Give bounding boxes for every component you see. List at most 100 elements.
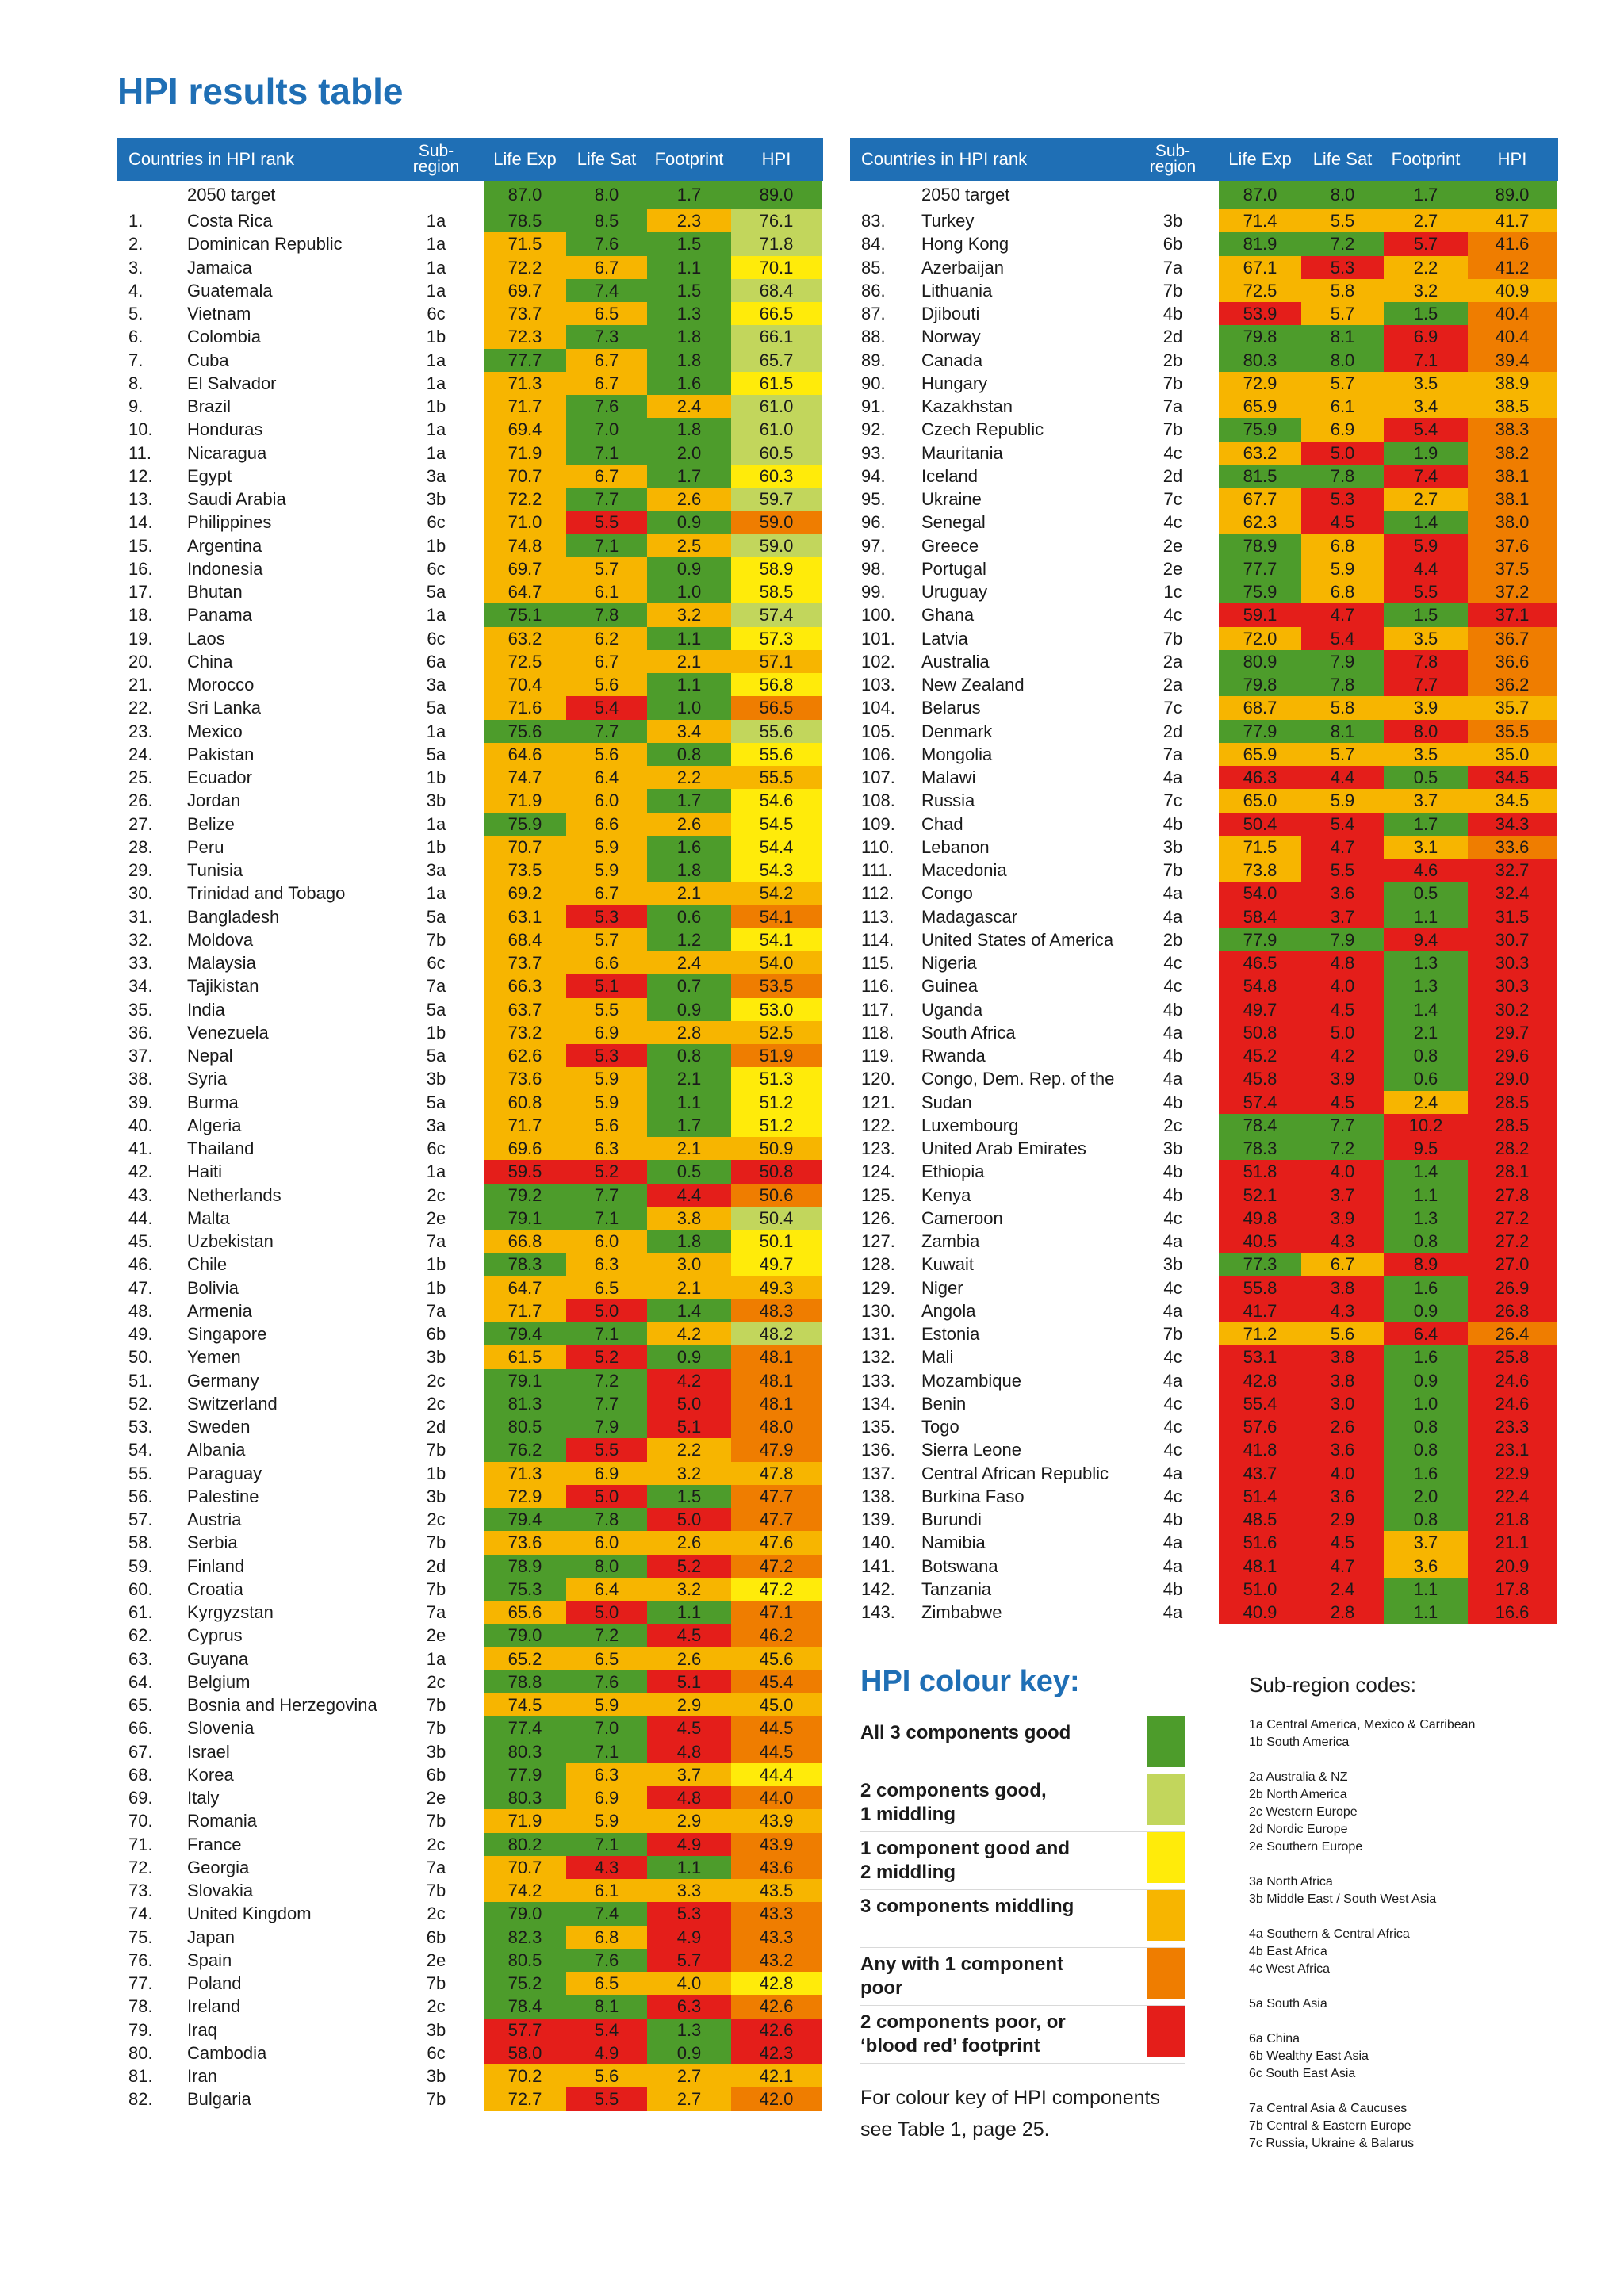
life-exp-cell: 79.4: [484, 1322, 566, 1346]
table-row: 109. Chad 4b 50.4 5.4 1.7 34.3: [850, 812, 1558, 836]
subregion-code: 7a: [426, 1602, 446, 1622]
country-name: Kyrgyzstan: [187, 1602, 274, 1622]
country-name: Poland: [187, 1973, 242, 1993]
country-name: Nigeria: [921, 953, 977, 973]
rank: 64.: [128, 1671, 153, 1692]
life-exp-cell: 42.8: [1219, 1368, 1301, 1392]
footprint-cell: 0.9: [647, 511, 731, 534]
subregion-code: 4c: [1163, 605, 1182, 626]
table-row: 62. Cyprus 2e 79.0 7.2 4.5 46.2: [117, 1624, 823, 1647]
subregion-code: 1b: [426, 1022, 446, 1043]
life-exp-cell: 58.4: [1219, 905, 1301, 928]
country-name: Guyana: [187, 1648, 249, 1669]
rank: 60.: [128, 1578, 153, 1599]
rank: 33.: [128, 953, 153, 973]
table-row: 73. Slovakia 7b 74.2 6.1 3.3 43.5: [117, 1879, 823, 1903]
life-sat-cell: 6.0: [566, 789, 647, 813]
life-sat-cell: 6.1: [1301, 395, 1384, 419]
life-exp-cell: 59.5: [484, 1160, 566, 1184]
subregion-group: 5a South Asia: [1249, 1996, 1582, 2013]
life-exp-cell: 75.9: [1219, 580, 1301, 604]
life-sat-cell: 6.7: [566, 464, 647, 488]
country-name: Bosnia and Herzegovina: [187, 1695, 377, 1715]
rank: 122.: [861, 1115, 895, 1135]
country-name: South Africa: [921, 1022, 1016, 1043]
country-name: Estonia: [921, 1324, 980, 1344]
rank: 9.: [128, 396, 144, 416]
table-row: 113. Madagascar 4a 58.4 3.7 1.1 31.5: [850, 905, 1558, 928]
hpi-cell: 61.0: [731, 418, 822, 442]
country-name: Hong Kong: [921, 234, 1009, 254]
hpi-cell: 42.0: [731, 2087, 822, 2111]
country-name: Tunisia: [187, 860, 243, 880]
life-sat-cell: 4.0: [1301, 1160, 1384, 1184]
life-exp-cell: 64.6: [484, 742, 566, 766]
table-row: 74. United Kingdom 2c 79.0 7.4 5.3 43.3: [117, 1902, 823, 1926]
life-exp-cell: 40.5: [1219, 1230, 1301, 1253]
life-sat-cell: 3.8: [1301, 1368, 1384, 1392]
table-row: 5. Vietnam 6c 73.7 6.5 1.3 66.5: [117, 302, 823, 326]
life-sat-cell: 3.0: [1301, 1391, 1384, 1415]
life-exp-cell: 77.7: [1219, 557, 1301, 580]
life-exp-cell: 80.9: [1219, 649, 1301, 673]
footprint-cell: 9.5: [1384, 1137, 1468, 1161]
life-exp-cell: 51.4: [1219, 1484, 1301, 1508]
rank: 18.: [128, 605, 153, 626]
country-name: Macedonia: [921, 860, 1007, 880]
colour-key-label: 1 component good and 2 middling: [860, 1837, 1130, 1885]
country-name: Peru: [187, 836, 224, 857]
life-exp-cell: 73.7: [484, 302, 566, 326]
life-sat-cell: 6.1: [566, 580, 647, 604]
hpi-cell: 23.1: [1468, 1438, 1557, 1462]
rank: 107.: [861, 767, 895, 787]
subregion-code: 2d: [426, 1556, 446, 1576]
footprint-cell: 4.9: [647, 1832, 731, 1856]
table-row: 117. Uganda 4b 49.7 4.5 1.4 30.2: [850, 997, 1558, 1021]
hpi-cell: 47.8: [731, 1461, 822, 1485]
country-name: Slovakia: [187, 1881, 254, 1900]
table-row: 125. Kenya 4b 52.1 3.7 1.1 27.8: [850, 1183, 1558, 1207]
life-exp-cell: 48.1: [1219, 1554, 1301, 1578]
hpi-cell: 58.9: [731, 557, 822, 580]
subregion-item: 2e Southern Europe: [1249, 1840, 1363, 1854]
rank: 128.: [861, 1254, 895, 1275]
country-name: Algeria: [187, 1115, 242, 1135]
rank: 91.: [861, 396, 886, 416]
life-exp-cell: 71.3: [484, 1461, 566, 1485]
subregion-code: 1b: [426, 1463, 446, 1483]
country-name: Czech Republic: [921, 419, 1044, 440]
colour-key-item: 2 components good, 1 middling: [860, 1774, 1185, 1832]
hpi-cell: 46.2: [731, 1624, 822, 1647]
hpi-cell: 30.7: [1468, 928, 1557, 951]
footprint-cell: 3.2: [647, 1461, 731, 1485]
table-row: 86. Lithuania 7b 72.5 5.8 3.2 40.9: [850, 278, 1558, 302]
life-exp-cell: 51.0: [1219, 1577, 1301, 1601]
country-name: India: [187, 999, 225, 1020]
country-name: Sudan: [921, 1092, 972, 1112]
life-exp-cell: 61.5: [484, 1345, 566, 1369]
rank: 112.: [861, 883, 894, 904]
life-exp-cell: 78.4: [484, 1995, 566, 2019]
hpi-cell: 38.3: [1468, 418, 1557, 442]
country-name: Cambodia: [187, 2042, 267, 2063]
country-name: Kenya: [921, 1184, 971, 1205]
subregion-code: 3b: [1162, 1138, 1183, 1158]
life-exp-cell: 71.9: [484, 441, 566, 465]
life-exp-cell: 65.2: [484, 1647, 566, 1670]
footprint-cell: 3.2: [647, 1577, 731, 1601]
subregion-code: 4c: [1163, 442, 1182, 463]
footprint-cell: 2.3: [647, 209, 731, 233]
rank: 130.: [861, 1300, 895, 1321]
rank: 34.: [128, 976, 153, 997]
rank: 67.: [128, 1741, 153, 1762]
life-sat-cell: 5.6: [566, 742, 647, 766]
hpi-cell: 29.0: [1468, 1067, 1557, 1091]
subregion-code: 6c: [427, 1138, 446, 1158]
colour-key-swatch: [1147, 1774, 1185, 1825]
colour-key-label-line2: 1 middling: [860, 1804, 956, 1825]
footprint-cell: 2.6: [647, 1531, 731, 1555]
rank: 19.: [128, 628, 153, 649]
subregion-code: 1a: [426, 373, 446, 393]
life-exp-cell: 49.7: [1219, 997, 1301, 1021]
life-sat-cell: 6.9: [566, 1786, 647, 1810]
